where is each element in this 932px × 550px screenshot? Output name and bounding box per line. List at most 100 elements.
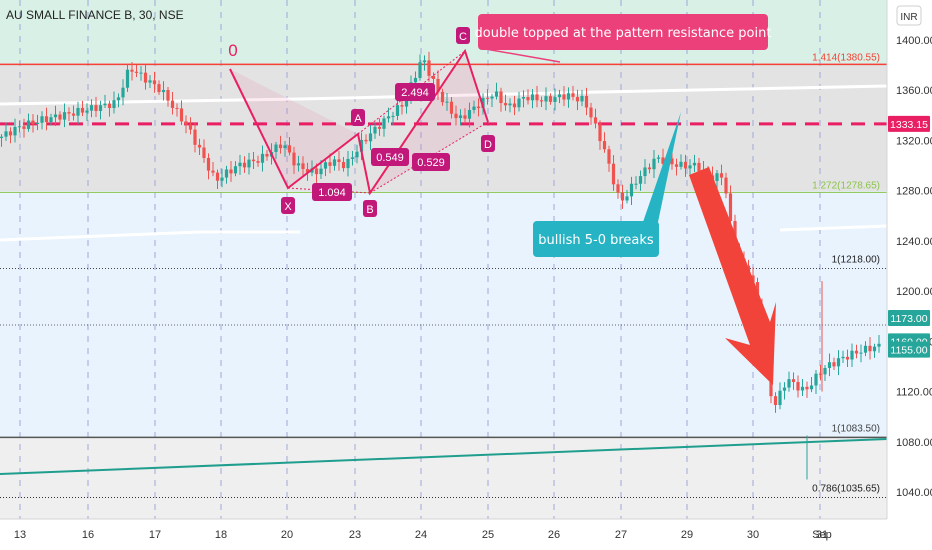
candle-body [472,106,476,110]
ratio-badge-ab-bg [371,148,409,166]
point-label-b: B [366,204,373,216]
candle-body [854,350,859,354]
price-badge[interactable] [888,341,930,358]
price-badge[interactable] [888,115,930,132]
candle-body [557,94,562,98]
x-tick-label: 18 [215,529,227,541]
candle-body [436,78,440,92]
candle-body [445,101,449,103]
candle-body [539,100,544,102]
fib-level-label: 1.414(1380.55) [812,52,880,63]
candle-body [566,93,571,100]
x-tick-label: 24 [415,529,427,541]
candle-body [863,345,868,353]
candle-body [841,356,845,359]
candle-body [337,159,341,162]
candle-body [323,162,328,169]
candle-body [526,97,530,101]
down-arrow-icon [689,167,776,385]
candle-body [859,352,863,354]
x-tick-label: 29 [681,529,693,541]
candle-body [17,126,22,128]
candle-body [161,89,166,93]
currency-badge[interactable]: INR [896,5,922,26]
candle-body [305,168,310,173]
lower-zone-band [0,437,887,519]
ratio-label-xb: 1.094 [318,187,346,199]
y-tick-label: 1200.00 [896,286,932,298]
candle-body [674,164,679,167]
candle-body [134,71,139,73]
candle-body [868,345,872,352]
candle-body [679,161,683,167]
point-label-a: A [354,113,362,125]
candle-body [31,120,35,125]
candle-body [580,95,584,102]
candle-body [197,144,202,148]
candle-body [467,109,472,119]
candle-body [620,192,625,201]
candle-body [494,91,499,97]
candle-body [58,114,62,120]
moving-average-line-lower [779,224,888,232]
ratio-label-bc: 0.529 [417,157,445,169]
candle-body [274,144,278,152]
candle-body [247,159,251,168]
candle-body [485,97,490,99]
candle-body [296,163,301,166]
price-axis-ticks: 1400.00 1360.00 1320.00 1280.00 1240.00 1200.… [896,35,932,499]
candle-body [418,62,422,78]
candle-body [107,103,112,109]
x-tick-label: 20 [281,529,293,541]
candle-body [688,165,692,169]
pattern-leg-line [229,48,489,196]
moving-average-line [0,230,300,242]
double-top-callout: double topped at the pattern resistance … [475,14,771,63]
candle-body [364,139,368,142]
ratio-badge-ab: 0.549 [371,148,409,166]
candle-body [346,158,350,169]
y-tick-label: 1120.00 [896,387,932,399]
candle-body [778,390,782,406]
price-axis-bg [887,0,932,550]
candle-body [4,131,8,137]
x-tick-label: 30 [747,529,759,541]
currency-label: INR [900,12,917,23]
candle-body [827,362,832,368]
price-badge[interactable] [888,310,930,327]
candle-body [395,105,400,116]
pattern-legs [229,48,489,196]
candle-body [301,163,305,169]
point-x-badge: X [281,197,295,214]
candle-body [661,157,665,164]
candle-body [13,126,17,136]
candle-body [112,100,116,109]
double-top-callout-pointer [479,47,561,63]
candle-body [166,89,170,101]
candle-body [139,72,143,74]
ratio-line-ac [357,50,466,135]
candle-body [94,105,98,111]
candle-body [427,60,431,76]
candle-body [724,177,728,194]
currency-badge-box[interactable] [896,5,922,26]
y-tick-label: 1040.00 [896,487,932,499]
candle-body [179,108,184,122]
candle-body [184,121,188,125]
y-tick-label: 1240.00 [896,236,932,248]
candle-body [814,373,818,386]
candle-body [341,161,346,169]
candle-body [49,117,53,123]
candle-body [715,173,719,181]
candle-body [877,343,881,347]
point-d-badge-bg [481,135,495,152]
candle-body [391,115,395,117]
point-label-d: D [484,139,492,151]
candle-body [71,113,76,116]
candle-body [152,80,157,85]
price-badge-label: 1155.00 [890,345,927,357]
candle-body [121,87,125,98]
ratio-badge-ac: 2.494 [395,83,435,101]
